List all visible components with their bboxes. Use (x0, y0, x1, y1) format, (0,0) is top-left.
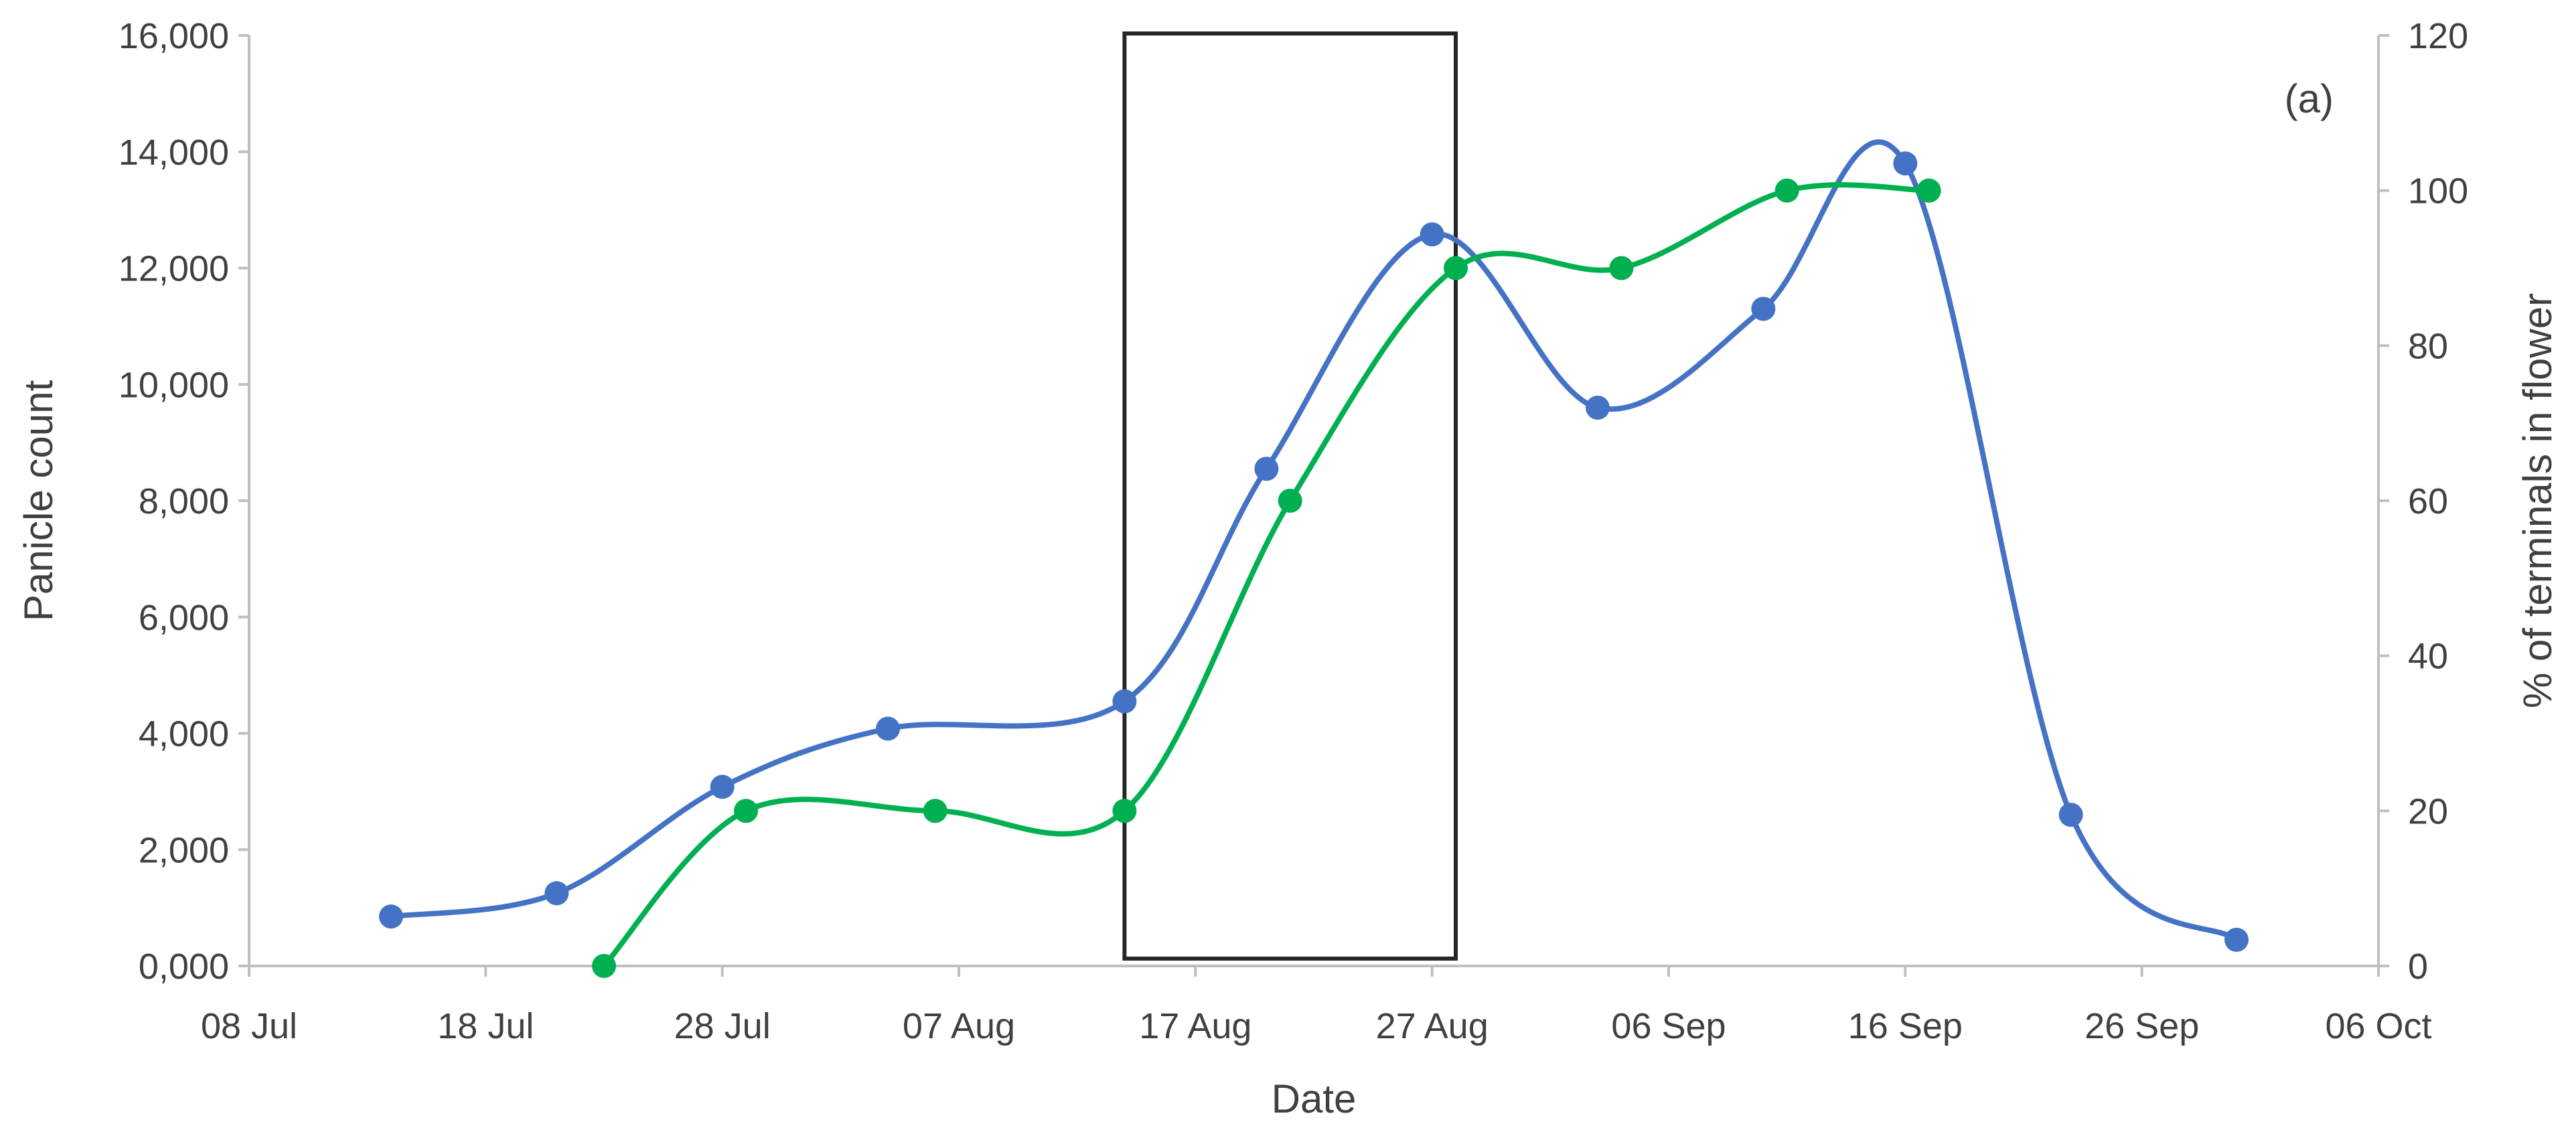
series-2-point (734, 799, 758, 823)
y-left-tick-label: 0,000 (139, 947, 229, 987)
y-right-tick-label: 20 (2408, 791, 2448, 831)
series-2-line (601, 182, 1932, 969)
x-tick-label: 08 Jul (201, 1006, 297, 1046)
series-1-point (2058, 803, 2083, 827)
x-tick-label: 18 Jul (437, 1006, 534, 1046)
y-right-tick-label: 60 (2408, 481, 2448, 521)
x-tick-label: 27 Aug (1376, 1006, 1489, 1046)
x-tick-label: 06 Oct (2325, 1006, 2431, 1046)
series-2-point (592, 954, 616, 978)
series-1-point (876, 716, 900, 741)
series-1-point (1112, 689, 1137, 714)
x-tick-label: 16 Sep (1848, 1006, 1963, 1046)
series-layer (379, 139, 2249, 978)
series-1-point (2224, 927, 2249, 952)
y-axis-left-title: Panicle count (16, 380, 61, 622)
series-1-point (379, 904, 403, 929)
y-left-tick-label: 6,000 (139, 598, 229, 638)
y-left-tick-labels: 0,000 2,000 4,000 6,000 8,000 10,000 12,000 14,… (119, 16, 249, 987)
series-2-point (1916, 178, 1941, 203)
y-left-tick-label: 8,000 (139, 481, 229, 521)
series-1-point (1254, 457, 1279, 481)
y-left-tick-label: 4,000 (139, 714, 229, 754)
y-left-tick-label: 14,000 (119, 133, 229, 173)
y-left-tick-label: 12,000 (119, 249, 229, 289)
y-right-tick-labels: 0 20 40 60 80 100 120 (2378, 16, 2468, 987)
x-tick-label: 26 Sep (2085, 1006, 2199, 1046)
series-1-point (1420, 222, 1444, 247)
y-right-tick-label: 100 (2408, 171, 2468, 212)
series-2-point (1774, 178, 1799, 203)
series-2-point (1278, 489, 1302, 513)
series-1-point (710, 775, 735, 799)
series-1-point (544, 881, 569, 906)
x-tick-label: 06 Sep (1611, 1006, 1726, 1046)
chart-axes (248, 35, 2380, 967)
series-1-point (1751, 297, 1776, 321)
y-right-tick-label: 40 (2408, 637, 2448, 677)
y-right-tick-label: 80 (2408, 326, 2448, 366)
x-tick-label: 28 Jul (674, 1006, 771, 1046)
y-right-tick-label: 120 (2408, 16, 2468, 56)
series-1-line (388, 139, 2239, 943)
x-tick-labels: 08 Jul 18 Jul 28 Jul 07 Aug 17 Aug 27 Aug 06 S… (201, 966, 2432, 1046)
x-tick-label: 17 Aug (1139, 1006, 1252, 1046)
y-left-tick-label: 2,000 (139, 830, 229, 870)
x-tick-label: 07 Aug (903, 1006, 1015, 1046)
panel-label: (a) (2285, 76, 2334, 121)
series-2-point (1609, 256, 1634, 280)
y-right-tick-label: 0 (2408, 947, 2428, 987)
y-axis-right-title: % of terminals in flower (2515, 293, 2560, 708)
series-2-point (1112, 799, 1137, 823)
series-1-point (1586, 396, 1610, 420)
y-left-tick-label: 10,000 (119, 365, 229, 405)
series-2-point (1444, 256, 1468, 280)
highlight-window (1122, 31, 1458, 961)
y-left-tick-label: 16,000 (119, 16, 229, 56)
x-axis-title: Date (1272, 1076, 1357, 1121)
series-2-point (923, 799, 948, 823)
series-1-point (1893, 151, 1918, 176)
